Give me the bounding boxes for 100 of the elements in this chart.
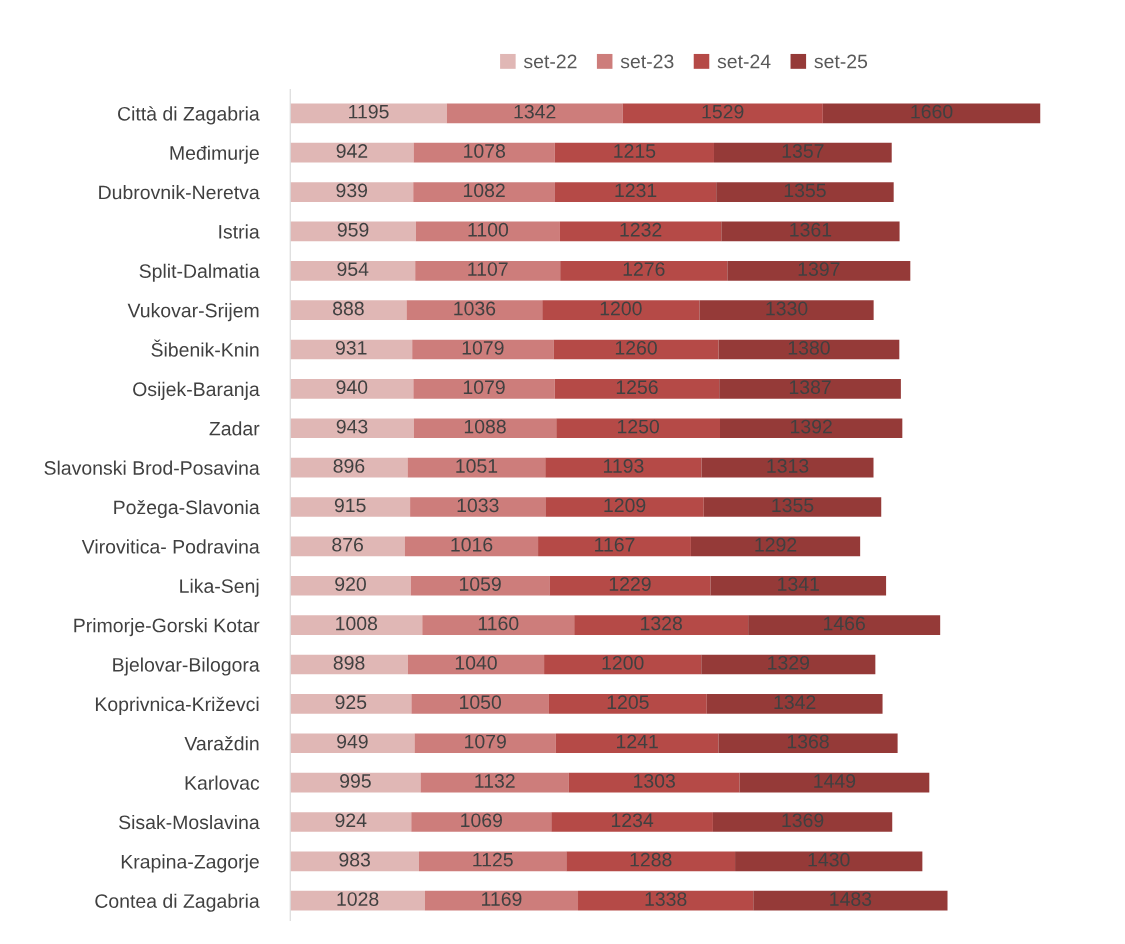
bar [538, 536, 691, 557]
bar [566, 851, 736, 872]
data-label: 1355 [772, 498, 814, 513]
bar [578, 890, 754, 911]
bar [554, 379, 720, 399]
data-label: 1361 [790, 222, 832, 237]
data-label: 888 [333, 301, 364, 316]
bar [568, 772, 740, 793]
y-tick-label: Varaždin [184, 736, 259, 751]
bar [446, 103, 623, 124]
data-label: 1132 [475, 774, 515, 788]
bar [290, 851, 419, 872]
data-label: 1449 [814, 774, 856, 788]
data-label: 1342 [774, 695, 816, 710]
data-label: 1088 [464, 419, 506, 434]
data-label: 995 [340, 774, 371, 788]
bar [542, 300, 700, 320]
bar [404, 536, 539, 557]
data-label: 1209 [604, 498, 646, 513]
bar [422, 615, 575, 635]
y-tick-label: Koprivnica-Križevci [95, 696, 259, 715]
y-tick-label: Požega-Slavonia [114, 499, 260, 519]
data-label: 1033 [457, 498, 499, 513]
data-label: 1342 [514, 104, 556, 119]
bar [716, 182, 894, 202]
data-label: 1369 [782, 813, 824, 828]
data-label: 1040 [455, 655, 497, 670]
bar [290, 733, 415, 754]
bar [413, 182, 555, 202]
data-label: 1008 [336, 616, 378, 631]
data-label: 1195 [349, 104, 389, 119]
bar [290, 339, 413, 360]
y-tick-label: Slavonski Brod-Posavina [44, 460, 260, 475]
y-tick-label: Međimurje [170, 145, 259, 164]
data-label: 1016 [451, 537, 493, 552]
data-label: 1328 [641, 616, 682, 631]
data-label: 876 [332, 537, 363, 552]
bar [544, 654, 702, 675]
data-label: 1160 [478, 616, 519, 631]
bar [290, 536, 405, 557]
data-label: 898 [333, 655, 365, 670]
bar [718, 733, 898, 754]
data-label: 940 [336, 380, 368, 395]
data-label: 959 [337, 222, 369, 237]
bar [701, 457, 874, 478]
data-label: 1059 [459, 577, 501, 591]
bar [290, 497, 411, 517]
data-label: 920 [335, 577, 366, 591]
legend-label: set-25 [814, 54, 868, 69]
data-label: 1078 [464, 144, 506, 158]
bar [410, 497, 546, 517]
bar [727, 260, 911, 281]
y-tick-label: Zadar [209, 421, 260, 436]
bar [415, 221, 560, 242]
data-label: 949 [337, 734, 368, 749]
data-label: 1051 [456, 459, 498, 473]
data-label: 1036 [454, 301, 496, 316]
data-label: 1355 [784, 183, 826, 198]
bar [559, 221, 722, 242]
bar [290, 812, 412, 832]
bar [290, 260, 416, 281]
data-label: 1341 [778, 577, 819, 591]
bar [735, 851, 923, 872]
legend-label: set-23 [620, 54, 674, 69]
data-label: 1397 [798, 262, 840, 276]
bar [290, 615, 423, 635]
data-label: 1050 [460, 695, 502, 710]
bar [554, 142, 714, 163]
data-label: 1169 [482, 892, 522, 906]
bar [703, 497, 882, 517]
data-label: 1288 [630, 852, 672, 867]
bar [713, 142, 892, 163]
data-label: 1338 [645, 892, 687, 906]
data-label: 1100 [468, 222, 509, 237]
y-tick-label: Lika-Senj [180, 578, 259, 597]
y-tick-label: Primorje-Gorski Kotar [74, 618, 260, 637]
bar [290, 575, 411, 596]
data-label: 1466 [824, 616, 865, 631]
bar [411, 694, 549, 714]
data-label: 1234 [611, 813, 654, 828]
bar [545, 457, 702, 478]
bar [701, 654, 876, 675]
data-label: 983 [339, 852, 370, 867]
y-tick-label: Città di Zagabria [118, 106, 260, 125]
legend-label: set-22 [523, 54, 577, 69]
bar [420, 772, 569, 793]
y-tick-label: Bjelovar-Bilogora [113, 657, 260, 676]
bar [290, 379, 414, 399]
y-tick-label: Virovitica- Podravina [81, 539, 260, 554]
data-label: 1069 [461, 813, 502, 828]
data-label: 1215 [614, 144, 656, 158]
bar [699, 300, 874, 320]
bar [712, 812, 893, 832]
data-label: 896 [333, 459, 365, 473]
data-label: 1079 [463, 380, 505, 395]
y-tick-label: Krapina-Zagorje [121, 854, 259, 873]
data-label: 1430 [808, 852, 850, 867]
bar [720, 418, 903, 439]
y-tick-label: Šibenik-Knin [151, 339, 259, 357]
bar [419, 851, 567, 872]
